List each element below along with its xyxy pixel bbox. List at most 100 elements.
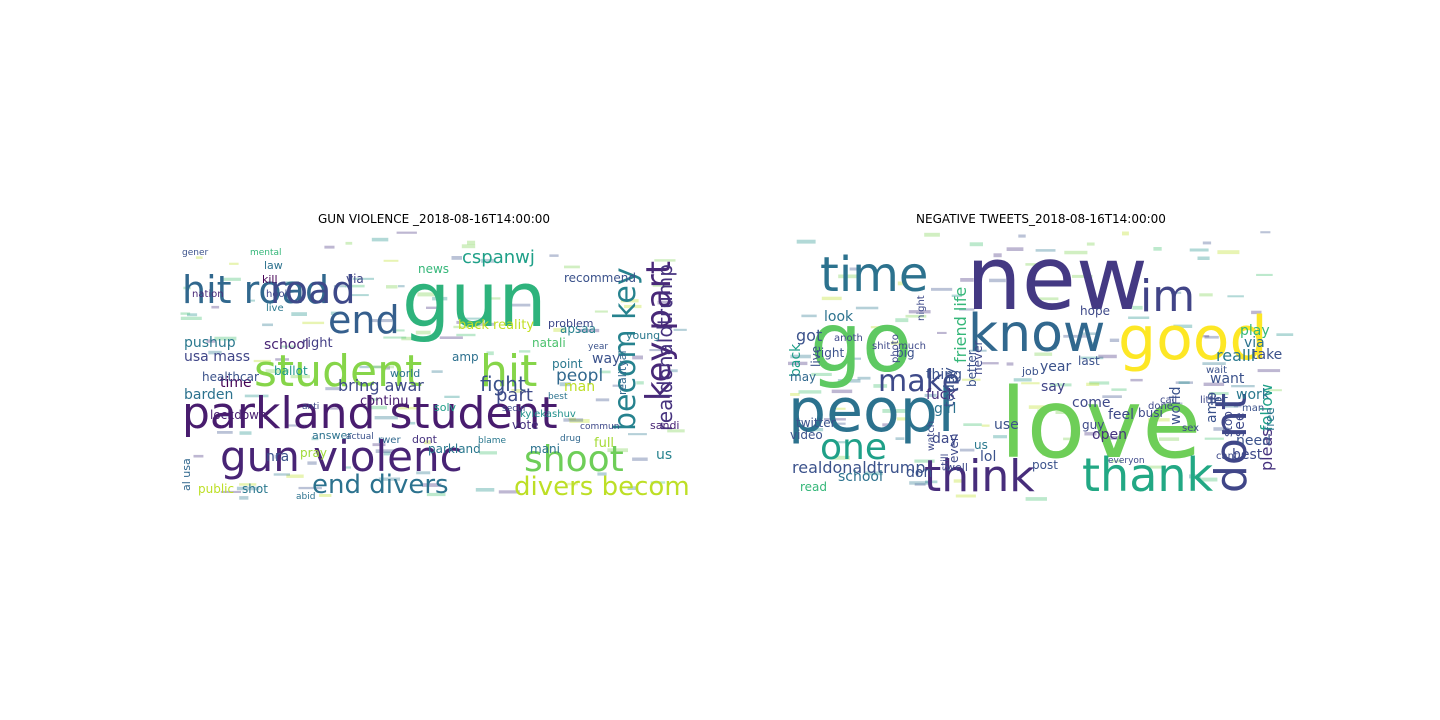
filler-word-mark (1130, 378, 1143, 382)
cloud-word: want (1210, 371, 1245, 387)
filler-word-mark (344, 466, 351, 469)
filler-word-mark (1064, 250, 1088, 255)
filler-word-mark (896, 417, 909, 421)
filler-word-mark (218, 412, 231, 417)
filler-word-mark (838, 274, 857, 279)
filler-word-mark (1063, 334, 1087, 338)
cloud-word: kyiekashuv (520, 409, 576, 420)
filler-word-mark (595, 398, 610, 402)
filler-word-mark (969, 349, 987, 352)
cloud-word: drug (560, 434, 581, 444)
filler-word-mark (1251, 310, 1262, 315)
cloud-word: hit (480, 346, 537, 397)
filler-word-mark (673, 328, 687, 331)
cloud-word: problem (548, 317, 594, 330)
cloud-word: gener (182, 248, 208, 258)
filler-word-mark (1035, 249, 1056, 252)
cloud-word: actual (346, 432, 374, 442)
cloud-word: mental (250, 248, 282, 258)
filler-word-mark (620, 299, 639, 303)
filler-word-mark (1203, 382, 1225, 386)
filler-word-mark (392, 329, 405, 332)
cloud-word: anti (302, 402, 319, 412)
cloud-word: answer (312, 429, 352, 442)
filler-word-mark (834, 441, 849, 444)
cloud-word: year (588, 342, 608, 352)
cloud-word: post (1032, 458, 1058, 472)
cloud-word: night (916, 295, 927, 321)
filler-word-mark (1025, 263, 1049, 266)
cloud-word: mani (530, 442, 560, 456)
filler-word-mark (597, 472, 607, 476)
cloud-word: love (1000, 368, 1201, 480)
filler-word-mark (649, 349, 664, 352)
filler-word-mark (1084, 432, 1097, 436)
filler-word-mark (577, 328, 600, 333)
cloud-word: live (809, 346, 823, 367)
filler-word-mark (291, 312, 307, 316)
cloud-word: day (932, 431, 958, 447)
filler-word-mark (790, 354, 811, 359)
cloud-word: read (800, 480, 827, 494)
filler-word-mark (882, 423, 892, 427)
filler-word-mark (1080, 332, 1100, 335)
cloud-word: look (824, 309, 854, 325)
cloud-word: done (1148, 401, 1173, 412)
panel-title: GUN VIOLENCE _2018-08-16T14:00:00 (317, 212, 551, 226)
filler-word-mark (398, 285, 405, 288)
filler-word-mark (465, 317, 482, 320)
cloud-word: kill (262, 273, 278, 286)
filler-word-mark (461, 244, 476, 249)
filler-word-mark (507, 303, 531, 307)
cloud-word: apsaa (560, 322, 596, 336)
filler-word-mark (914, 483, 926, 486)
cloud-word: bring awar (338, 376, 424, 395)
filler-word-mark (993, 253, 1002, 258)
filler-word-mark (222, 277, 241, 281)
filler-word-mark (1199, 293, 1213, 297)
filler-word-mark (180, 312, 191, 315)
cloud-word: nation (192, 289, 224, 300)
cloud-word: good (1118, 304, 1268, 374)
cloud-word: anoth (834, 333, 863, 344)
cloud-word: feel (1108, 407, 1134, 423)
filler-word-mark (831, 389, 853, 394)
filler-word-mark (1198, 477, 1218, 482)
filler-word-mark (937, 331, 947, 334)
cloud-word: know (968, 304, 1105, 364)
cloud-word: everyon (1108, 456, 1145, 466)
cloud-word: fuck (926, 387, 956, 403)
cloud-word: today (942, 367, 958, 407)
cloud-word: shoot (524, 439, 624, 480)
cloud-word: parkland student (182, 388, 558, 439)
filler-word-mark (909, 481, 932, 485)
filler-word-mark (1260, 231, 1271, 234)
filler-word-mark (193, 454, 204, 458)
cloud-word: amp (452, 350, 479, 364)
cloud-word: school (838, 469, 883, 485)
filler-word-mark (1109, 338, 1120, 342)
filler-word-mark (895, 437, 905, 440)
cloud-word: come (1072, 395, 1111, 411)
cloud-word: best (548, 392, 568, 402)
cloud-word: school (264, 337, 309, 353)
filler-word-mark (1231, 385, 1255, 388)
cloud-word: becom key (608, 267, 643, 431)
filler-word-mark (1043, 347, 1057, 350)
filler-word-mark (407, 421, 416, 425)
cloud-word: take (1252, 347, 1282, 363)
filler-word-mark (431, 370, 443, 373)
cloud-word: realdonaldtrump (653, 264, 677, 431)
cloud-word: time (820, 247, 928, 303)
filler-word-mark (415, 330, 431, 335)
cloud-word: hit road (182, 268, 329, 312)
cloud-word: commun (580, 422, 619, 432)
cloud-word: full (594, 436, 614, 451)
cloud-word: still (940, 454, 951, 471)
filler-word-mark (426, 306, 440, 309)
filler-word-mark (333, 285, 346, 288)
filler-word-mark (1201, 335, 1210, 338)
cloud-word: twitter (796, 416, 836, 430)
